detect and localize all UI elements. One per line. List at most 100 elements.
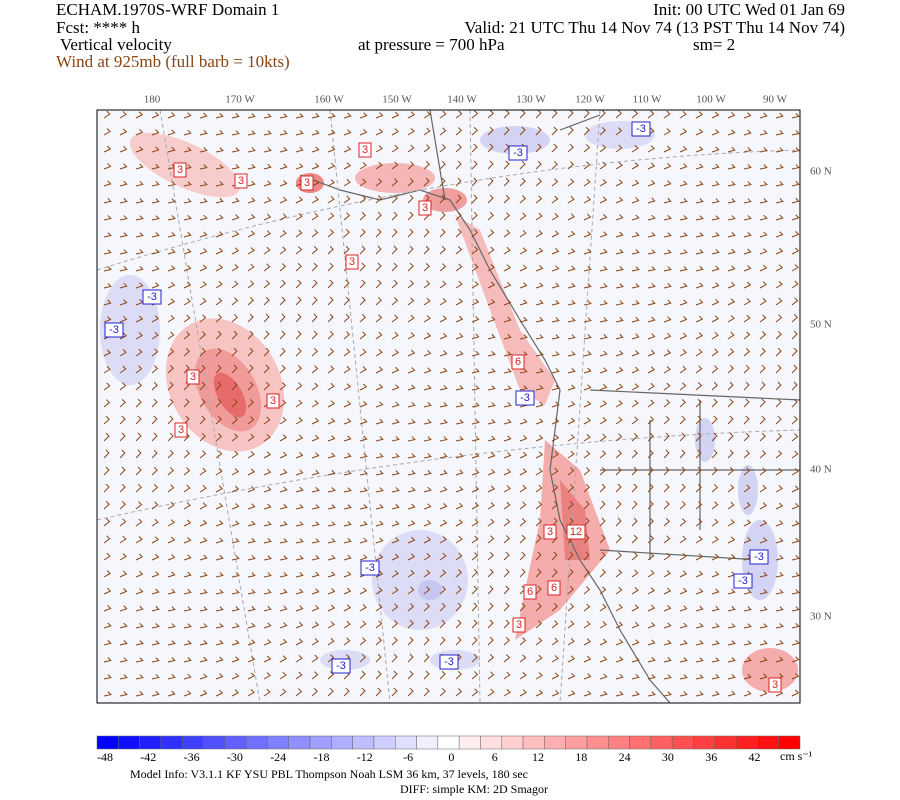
latitude-label: 60 N — [810, 166, 832, 178]
wind-barb — [583, 433, 591, 442]
wind-barb — [551, 109, 558, 119]
wind-barb — [503, 501, 511, 510]
contour-label: 3 — [238, 175, 244, 187]
wind-barb — [439, 619, 446, 629]
wind-barb — [199, 264, 208, 272]
wind-barb — [135, 249, 144, 255]
wind-barb — [167, 673, 176, 680]
wind-barb — [711, 674, 720, 680]
wind-barb — [567, 213, 576, 221]
colorbar-swatch — [118, 735, 140, 750]
wind-barb — [535, 551, 542, 561]
wind-barb — [663, 587, 672, 595]
wind-barb — [791, 247, 800, 255]
wind-barb — [103, 299, 112, 306]
wind-barb — [183, 484, 191, 493]
wind-barb — [247, 297, 254, 306]
contour-label-box — [547, 580, 561, 596]
wind-barb — [663, 128, 671, 136]
wind-barb — [695, 518, 703, 527]
wind-barb — [679, 466, 686, 476]
wind-barb — [599, 417, 607, 425]
wind-barb — [279, 213, 288, 221]
wind-barb — [599, 483, 606, 493]
wind-barb — [743, 519, 752, 527]
wind-barb — [599, 196, 608, 204]
wind-barb — [695, 315, 704, 323]
wind-barb — [647, 622, 656, 629]
wind-barb — [711, 146, 720, 153]
wind-barb — [135, 691, 144, 697]
wind-barb — [631, 433, 639, 442]
wind-barb — [183, 640, 192, 646]
wind-barb — [327, 588, 336, 595]
wind-barb — [247, 520, 256, 527]
wind-barb — [679, 553, 687, 561]
wind-barb — [183, 415, 190, 425]
wind-barb — [679, 622, 688, 629]
wind-barb — [519, 195, 527, 204]
wind-barb — [471, 636, 478, 646]
wind-barb — [343, 331, 351, 340]
wind-barb — [679, 483, 686, 493]
wind-barb — [151, 365, 159, 374]
wind-barb — [375, 383, 384, 391]
wind-barb — [455, 160, 462, 170]
wind-barb — [135, 398, 142, 408]
wind-barb — [279, 130, 288, 136]
wind-barb — [247, 347, 254, 357]
wind-barb — [727, 215, 736, 221]
wind-barb — [263, 451, 272, 459]
wind-barb — [775, 415, 782, 425]
wind-barb — [551, 517, 558, 527]
wind-barb — [743, 129, 752, 136]
wind-barb — [295, 486, 304, 493]
wind-barb — [439, 670, 446, 680]
contour-label: 6 — [551, 582, 557, 594]
wind-barb — [247, 280, 255, 289]
wind-barb — [647, 569, 655, 578]
wind-barb — [295, 671, 303, 680]
longitude-label: 180 — [144, 94, 161, 106]
wind-barb — [391, 620, 399, 629]
wind-barb — [679, 399, 687, 408]
wind-barb — [327, 162, 336, 170]
wind-barb — [791, 264, 799, 272]
wind-barb — [183, 181, 192, 187]
wind-barb — [455, 402, 464, 408]
wind-barb — [695, 588, 704, 595]
wind-barb — [583, 144, 591, 153]
wind-barb — [455, 419, 464, 425]
wind-barb — [695, 111, 703, 119]
wind-barb — [487, 619, 494, 629]
wind-barb — [119, 180, 128, 187]
wind-barb — [279, 313, 286, 323]
wind-barb — [215, 330, 222, 340]
wind-barb — [743, 112, 752, 119]
wind-barb — [583, 517, 590, 527]
wind-barb — [263, 213, 272, 221]
wind-barb — [503, 585, 510, 595]
wind-barb — [311, 521, 320, 527]
wind-barb — [775, 537, 784, 544]
wind-barb — [519, 451, 528, 459]
wind-barb — [455, 315, 464, 323]
wind-barb — [375, 620, 383, 629]
wind-barb — [759, 331, 767, 340]
wind-barb — [487, 452, 496, 459]
wind-barb — [295, 279, 302, 289]
wind-barb — [663, 266, 672, 272]
wind-barb — [295, 521, 304, 527]
wind-barb — [263, 416, 271, 425]
wind-barb — [247, 214, 256, 221]
longitude-label: 100 W — [696, 94, 726, 106]
wind-barb — [583, 417, 591, 425]
wind-barb — [151, 315, 159, 323]
wind-barb — [711, 536, 719, 544]
contour-label-box — [345, 254, 359, 270]
wind-barb — [551, 213, 559, 221]
wind-barb — [455, 519, 463, 527]
wind-barb — [599, 603, 607, 612]
wind-barb — [455, 367, 464, 374]
wind-barb — [199, 198, 208, 204]
